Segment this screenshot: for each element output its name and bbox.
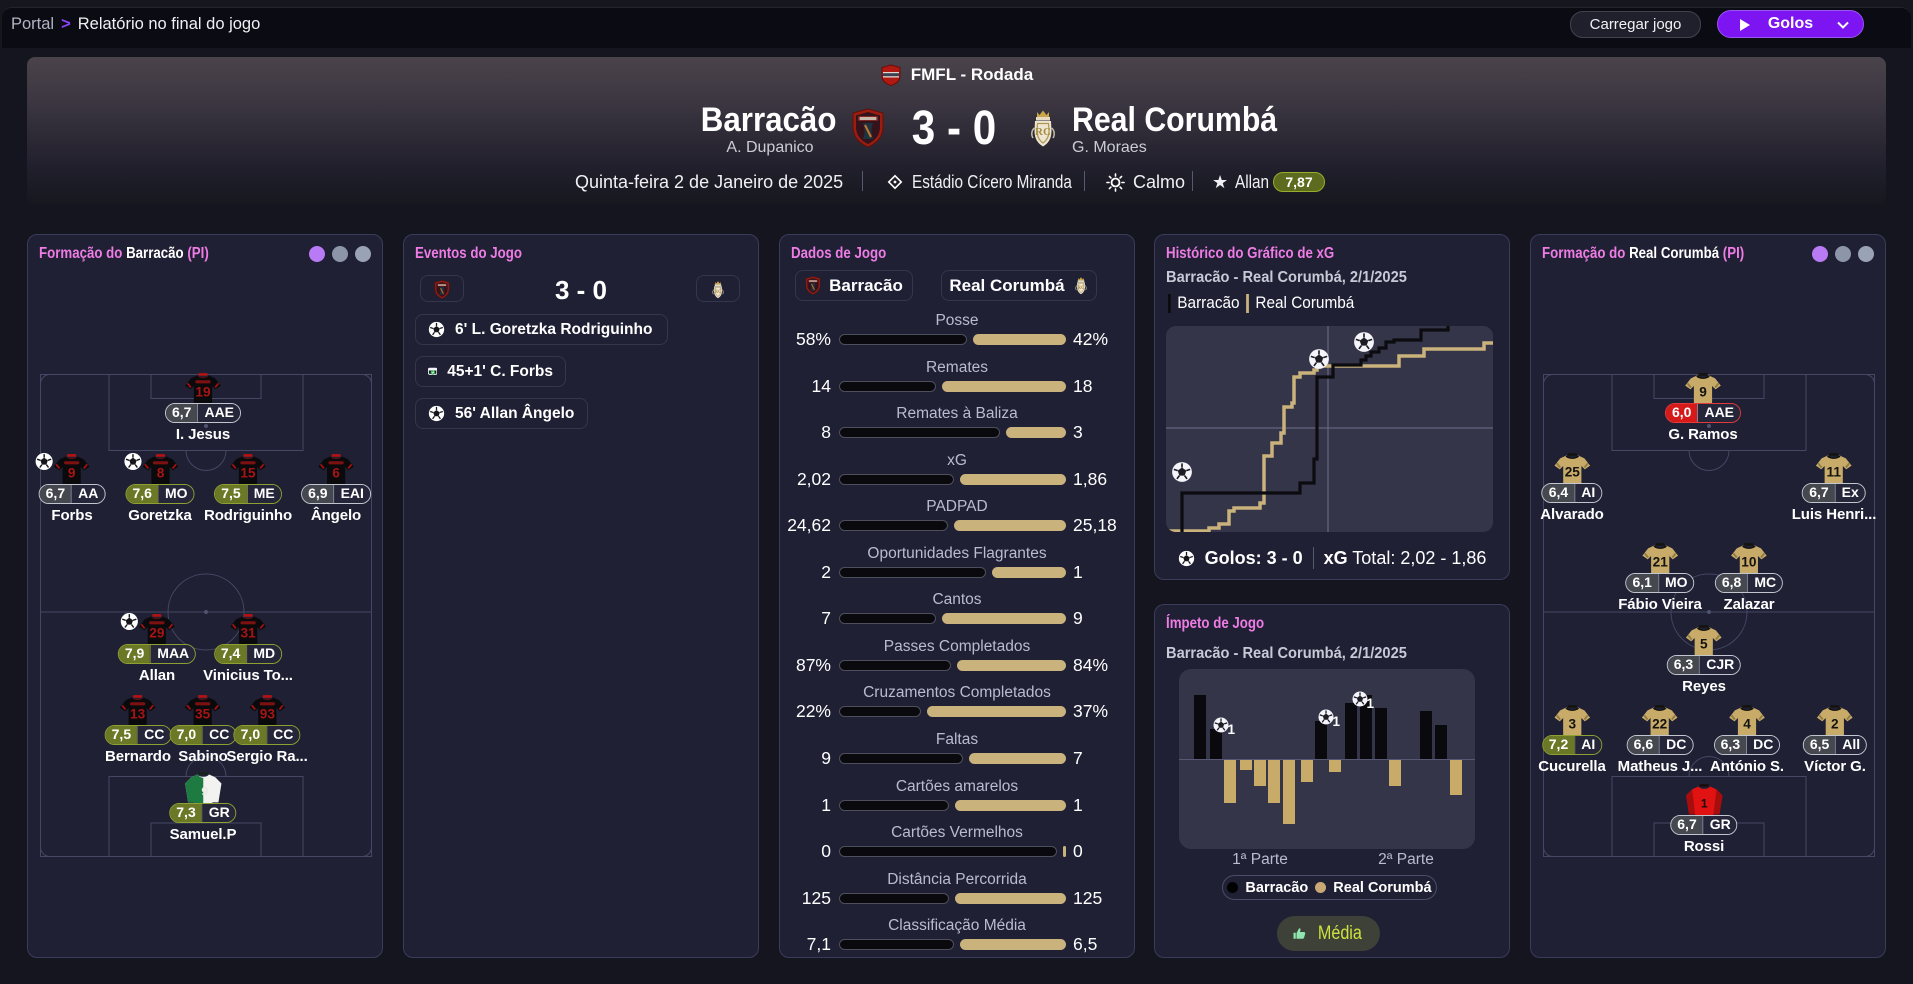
svg-text:RC: RC <box>1035 126 1051 138</box>
svg-text:1: 1 <box>1367 696 1375 711</box>
svg-text:4: 4 <box>1743 717 1751 732</box>
svg-text:11: 11 <box>1827 465 1842 480</box>
svg-text:9: 9 <box>68 466 76 481</box>
svg-text:3: 3 <box>1568 717 1576 732</box>
svg-text:1: 1 <box>1228 722 1236 737</box>
svg-text:15: 15 <box>240 466 256 481</box>
svg-text:6: 6 <box>332 466 340 481</box>
svg-text:9: 9 <box>1699 385 1707 400</box>
svg-text:2: 2 <box>1831 717 1839 732</box>
svg-text:31: 31 <box>240 626 256 641</box>
svg-text:93: 93 <box>259 707 275 722</box>
svg-text:29: 29 <box>149 626 165 641</box>
svg-text:19: 19 <box>195 385 211 400</box>
svg-text:RC: RC <box>714 289 722 295</box>
svg-text:22: 22 <box>1652 717 1668 732</box>
svg-text:35: 35 <box>195 707 211 722</box>
svg-text:8: 8 <box>156 466 164 481</box>
svg-text:RC: RC <box>1077 285 1085 291</box>
svg-text:9: 9 <box>201 785 208 799</box>
svg-text:5: 5 <box>1700 637 1708 652</box>
svg-text:1: 1 <box>1701 797 1708 811</box>
svg-text:25: 25 <box>1564 465 1580 480</box>
svg-text:1: 1 <box>1333 714 1341 729</box>
svg-text:13: 13 <box>130 707 146 722</box>
svg-text:10: 10 <box>1741 555 1757 570</box>
svg-text:21: 21 <box>1652 555 1668 570</box>
